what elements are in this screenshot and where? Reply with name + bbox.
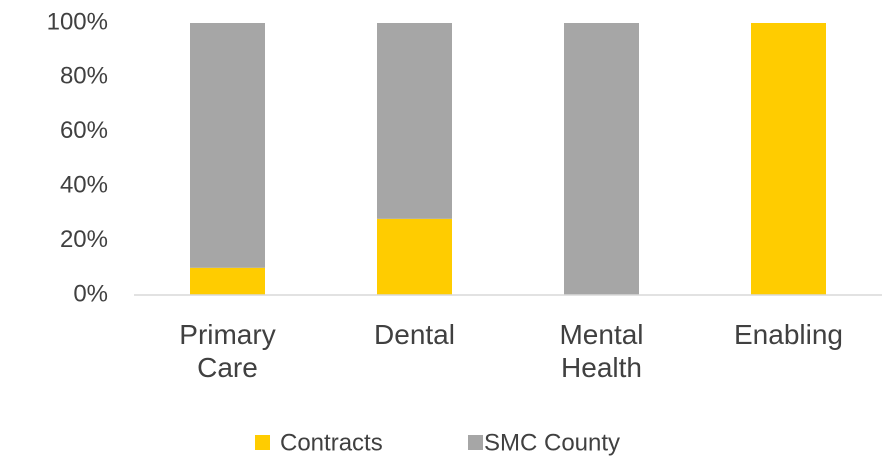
- y-tick-label: 40%: [60, 172, 108, 199]
- bar-segment: [377, 218, 452, 295]
- bar-segment: [564, 23, 639, 295]
- bar-segment: [190, 267, 265, 295]
- x-tick-label: Primary Care: [179, 319, 276, 383]
- y-tick-label: 80%: [60, 63, 108, 90]
- bar-segment: [751, 23, 826, 295]
- x-tick-label: Enabling: [734, 319, 843, 350]
- y-tick-label: 60%: [60, 117, 108, 144]
- legend-label: Contracts: [280, 429, 383, 456]
- y-tick-label: 20%: [60, 226, 108, 253]
- bar-segment: [377, 23, 452, 219]
- y-tick-label: 0%: [73, 280, 108, 307]
- legend-swatch: [255, 435, 270, 450]
- x-tick-label: Mental Health: [559, 319, 644, 383]
- legend-label: SMC County: [484, 429, 620, 456]
- legend-swatch: [468, 435, 483, 450]
- bar-segment: [190, 23, 265, 268]
- y-tick-label: 100%: [47, 8, 108, 35]
- x-tick-label: Dental: [374, 319, 455, 350]
